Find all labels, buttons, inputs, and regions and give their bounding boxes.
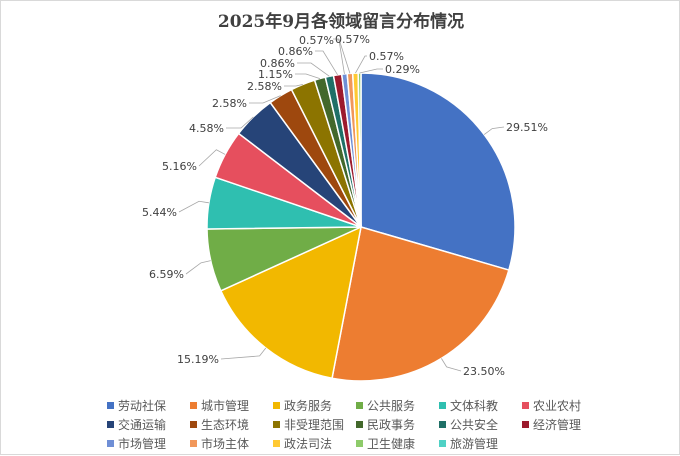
leader-line xyxy=(198,149,226,167)
leader-line xyxy=(249,95,281,104)
legend-swatch xyxy=(356,440,363,447)
leader-line xyxy=(333,38,351,74)
data-label: 6.59% xyxy=(149,268,184,281)
pie-slice-1 xyxy=(331,226,510,382)
pie-slice-2 xyxy=(219,225,363,380)
leader-line xyxy=(297,62,330,77)
chart-title: 2025年9月各领域留言分布情况 xyxy=(217,12,465,32)
data-label: 0.57% xyxy=(299,34,334,47)
data-label: 5.44% xyxy=(142,206,177,219)
legend-item: 交通运输 xyxy=(107,416,190,433)
legend-label: 劳动社保 xyxy=(118,399,167,413)
legend-item: 公共安全 xyxy=(439,416,522,433)
legend-label: 农业农村 xyxy=(533,399,582,413)
legend-label: 政务服务 xyxy=(284,399,333,413)
leader-line xyxy=(185,260,211,275)
legend-label: 文体科教 xyxy=(450,399,499,413)
legend-item: 卫生健康 xyxy=(356,435,439,452)
legend-label: 城市管理 xyxy=(201,399,250,413)
leader-line xyxy=(315,50,338,76)
legend-item: 政务服务 xyxy=(273,397,356,414)
legend-label: 市场主体 xyxy=(201,437,250,451)
legend-item: 公共服务 xyxy=(356,397,439,414)
leader-line xyxy=(483,126,505,135)
data-label: 5.16% xyxy=(162,160,197,173)
legend-label: 交通运输 xyxy=(118,418,167,432)
data-label: 4.58% xyxy=(189,122,224,135)
data-label: 2.58% xyxy=(212,97,247,110)
legend-label: 旅游管理 xyxy=(450,437,499,451)
leader-line xyxy=(441,358,462,372)
data-label: 29.51% xyxy=(506,121,548,134)
legend-item: 政法司法 xyxy=(273,435,356,452)
data-label: 1.15% xyxy=(258,68,293,81)
data-label: 0.29% xyxy=(385,63,420,76)
legend-item: 经济管理 xyxy=(522,416,605,433)
leader-line xyxy=(284,84,303,87)
legend-swatch xyxy=(356,402,363,409)
legend-item: 市场主体 xyxy=(190,435,273,452)
legend-item: 文体科教 xyxy=(439,397,522,414)
legend-item: 旅游管理 xyxy=(439,435,522,452)
legend-label: 经济管理 xyxy=(533,418,582,432)
legend-item: 民政事务 xyxy=(356,416,439,433)
legend-swatch xyxy=(439,421,446,428)
legend-label: 公共安全 xyxy=(450,418,499,432)
data-label: 2.58% xyxy=(247,80,282,93)
data-label: 0.57% xyxy=(335,33,370,46)
legend-item: 生态环境 xyxy=(190,416,273,433)
legend-item: 劳动社保 xyxy=(107,397,190,414)
legend-label: 政法司法 xyxy=(284,437,333,451)
legend-item: 农业农村 xyxy=(522,397,605,414)
legend-label: 生态环境 xyxy=(201,418,250,432)
data-label: 0.86% xyxy=(278,45,313,58)
legend-item: 市场管理 xyxy=(107,435,190,452)
legend-swatch xyxy=(273,402,280,409)
legend-label: 市场管理 xyxy=(118,437,167,451)
legend-swatch xyxy=(522,402,529,409)
legend-swatch xyxy=(190,402,197,409)
data-label: 0.86% xyxy=(260,57,295,70)
leader-line xyxy=(220,347,267,360)
legend-swatch xyxy=(439,440,446,447)
legend-label: 卫生健康 xyxy=(367,437,416,451)
leader-line xyxy=(226,116,254,129)
leader-line xyxy=(355,55,367,74)
leader-line xyxy=(178,200,209,213)
legend-item: 非受理范围 xyxy=(273,416,356,433)
legend-label: 民政事务 xyxy=(367,418,416,432)
legend-swatch xyxy=(107,440,114,447)
pie-slice-0 xyxy=(360,72,516,271)
leader-line xyxy=(359,68,383,74)
legend-swatch xyxy=(522,421,529,428)
legend-swatch xyxy=(107,421,114,428)
legend-item: 城市管理 xyxy=(190,397,273,414)
legend: 劳动社保 城市管理 政务服务 公共服务 文体科教 农业农村交通运输 生态环境 非受理范围 民政事… xyxy=(107,397,607,452)
data-label: 15.19% xyxy=(177,353,219,366)
legend-swatch xyxy=(190,440,197,447)
legend-swatch xyxy=(273,421,280,428)
legend-swatch xyxy=(356,421,363,428)
legend-label: 非受理范围 xyxy=(284,418,345,432)
legend-label: 公共服务 xyxy=(367,399,416,413)
legend-swatch xyxy=(107,402,114,409)
legend-swatch xyxy=(273,440,280,447)
leader-line xyxy=(295,73,321,79)
legend-swatch xyxy=(439,402,446,409)
data-label: 0.57% xyxy=(369,50,404,63)
legend-swatch xyxy=(190,421,197,428)
data-label: 23.50% xyxy=(463,365,505,378)
